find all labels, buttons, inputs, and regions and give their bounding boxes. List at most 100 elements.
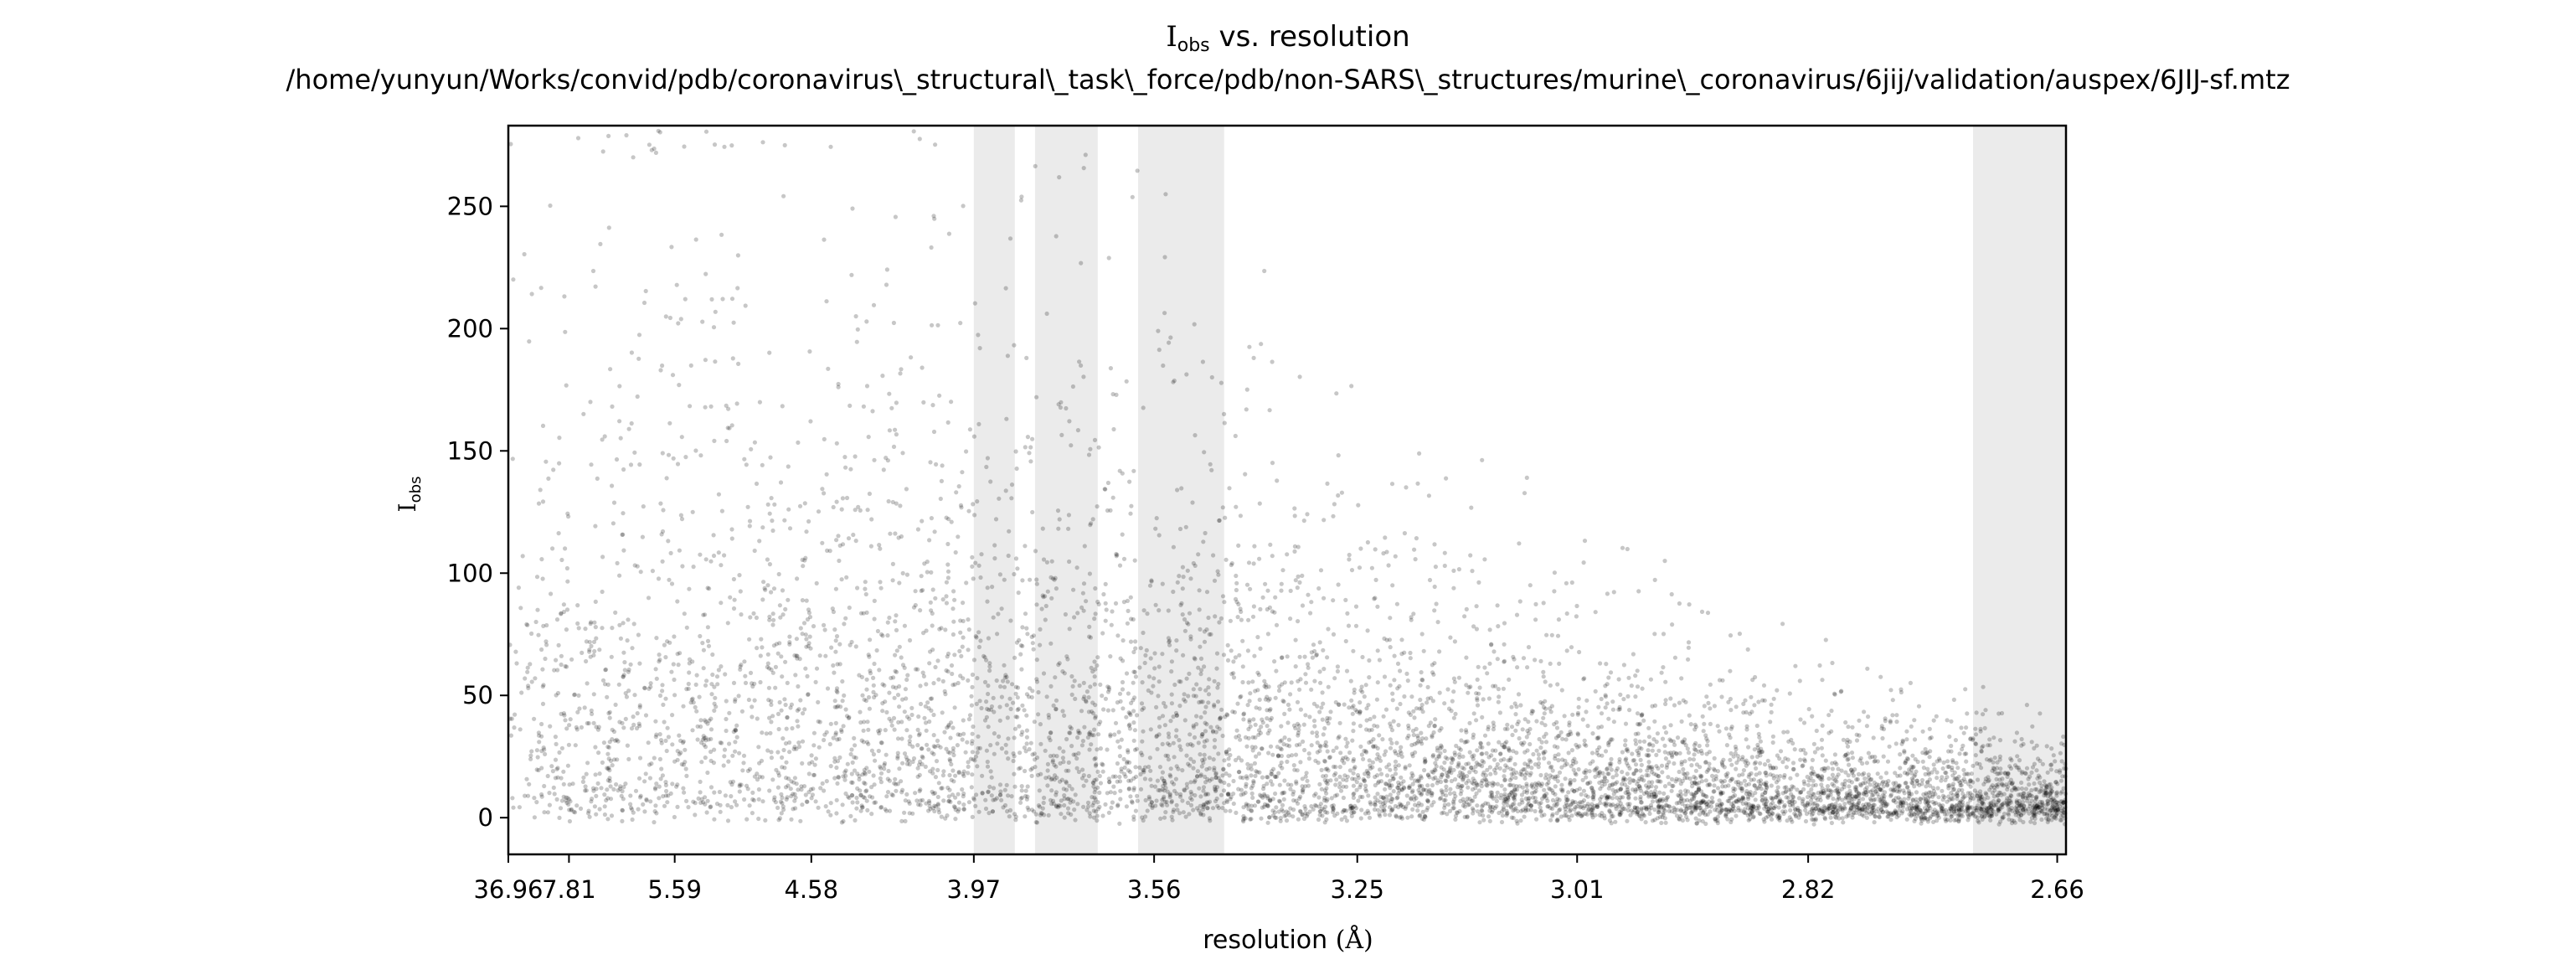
data-point (1157, 533, 1162, 538)
data-point (1480, 808, 1485, 814)
data-point (1172, 755, 1177, 760)
data-point (920, 755, 925, 761)
data-point (1888, 787, 1893, 792)
data-point (1096, 445, 1101, 450)
data-point (868, 671, 873, 676)
data-point (907, 637, 913, 643)
data-point (1440, 772, 1445, 777)
data-point (1426, 724, 1431, 729)
data-point (1030, 689, 1035, 694)
data-point (1979, 814, 1984, 819)
data-point (1048, 738, 1053, 743)
data-point (635, 394, 640, 400)
data-point (1307, 714, 1312, 720)
data-point (1752, 747, 1757, 752)
data-point (1430, 791, 1435, 796)
data-point (1595, 766, 1600, 771)
data-point (1195, 769, 1200, 774)
data-point (1347, 750, 1352, 756)
data-point (1207, 677, 1212, 682)
data-point (2031, 804, 2037, 809)
data-point (766, 685, 772, 690)
data-point (698, 633, 703, 639)
data-point (1899, 799, 1904, 805)
data-point (1002, 577, 1007, 582)
data-point (1608, 670, 1614, 675)
data-point (602, 804, 607, 809)
data-point (838, 704, 843, 709)
data-point (989, 775, 994, 780)
data-point (712, 817, 717, 822)
data-point (605, 817, 611, 822)
data-point (850, 800, 855, 805)
data-point (834, 765, 839, 771)
data-point (1340, 758, 1345, 763)
data-point (1127, 760, 1132, 765)
data-point (1522, 772, 1528, 777)
data-point (782, 518, 787, 523)
data-point (652, 809, 657, 814)
data-point (1335, 792, 1340, 797)
data-point (595, 476, 600, 482)
data-point (878, 740, 884, 745)
data-point (1126, 748, 1131, 753)
data-point (1322, 777, 1327, 783)
data-point (1685, 776, 1690, 781)
data-point (1965, 711, 1970, 716)
data-point (865, 807, 870, 813)
data-point (1066, 513, 1071, 518)
data-point (1108, 732, 1113, 737)
data-point (1455, 785, 1461, 790)
data-point (1087, 747, 1092, 752)
data-point (1638, 794, 1643, 800)
data-point (614, 456, 620, 462)
data-point (1509, 725, 1515, 730)
data-point (1422, 756, 1427, 761)
data-point (1792, 747, 1797, 752)
data-point (1512, 761, 1517, 766)
data-point (1903, 781, 1908, 786)
data-point (1517, 735, 1522, 741)
data-point (1349, 568, 1355, 573)
data-point (1014, 640, 1019, 645)
data-point (584, 639, 590, 644)
data-point (689, 697, 694, 702)
data-point (678, 513, 684, 518)
data-point (1909, 812, 1914, 818)
data-point (907, 762, 912, 767)
data-point (948, 735, 953, 740)
data-point (1109, 805, 1114, 811)
data-point (1860, 772, 1865, 777)
data-point (937, 393, 942, 398)
data-point (596, 725, 601, 730)
data-point (1317, 669, 1322, 674)
data-point (1449, 709, 1454, 714)
data-point (2008, 798, 2013, 803)
data-point (1498, 792, 1504, 797)
data-point (892, 695, 897, 700)
data-point (834, 811, 839, 816)
data-point (703, 358, 708, 363)
data-point (1296, 574, 1301, 580)
data-point (1331, 513, 1336, 518)
data-point (1839, 787, 1845, 792)
data-point (1415, 733, 1420, 739)
data-point (944, 668, 949, 673)
data-point (1670, 783, 1675, 789)
data-point (1038, 771, 1043, 776)
data-point (1020, 730, 1025, 735)
data-point (1813, 782, 1818, 787)
data-point (1956, 774, 1961, 779)
data-point (956, 771, 961, 776)
ice-ring-band (1137, 126, 1224, 854)
data-point (600, 149, 605, 154)
data-point (1281, 699, 1286, 704)
data-point (1945, 812, 1950, 817)
data-point (931, 429, 937, 435)
data-point (1130, 800, 1135, 805)
data-point (559, 776, 564, 781)
data-point (1337, 720, 1342, 725)
data-point (880, 709, 885, 714)
data-point (1776, 800, 1781, 805)
data-point (1579, 800, 1584, 805)
